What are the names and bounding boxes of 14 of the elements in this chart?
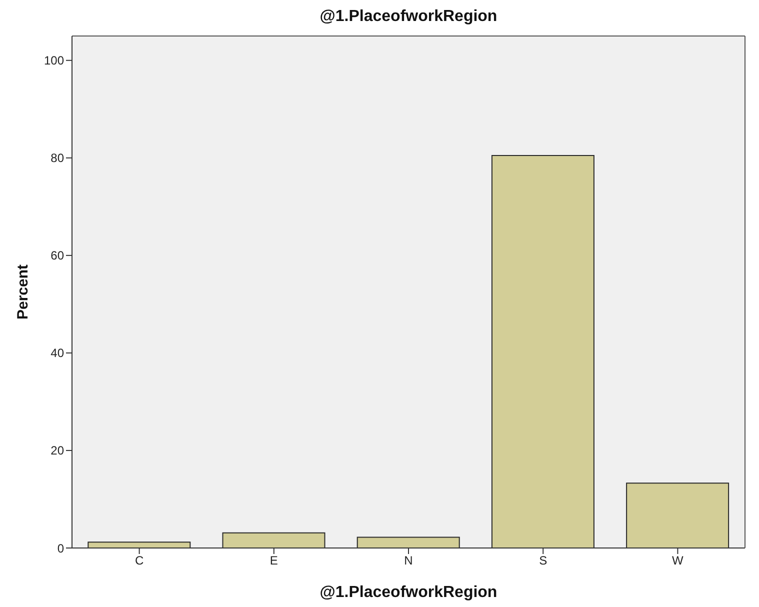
chart-title: @1.PlaceofworkRegion [318, 8, 498, 26]
y-tick-label: 40 [50, 346, 64, 360]
y-tick-label: 20 [50, 444, 64, 458]
y-tick-label: 80 [50, 151, 64, 166]
x-tick-label: N [404, 554, 413, 568]
y-axis-title: Percent [14, 264, 32, 320]
y-tick-label: 60 [50, 248, 64, 263]
x-tick-label: E [270, 554, 278, 568]
x-tick-label: W [672, 554, 684, 568]
y-tick-label: 100 [44, 54, 64, 68]
x-tick-label: S [539, 554, 548, 568]
x-axis-title: @1.PlaceofworkRegion [320, 584, 498, 601]
y-tick-label: 0 [57, 541, 64, 556]
x-tick-label: C [134, 554, 144, 568]
